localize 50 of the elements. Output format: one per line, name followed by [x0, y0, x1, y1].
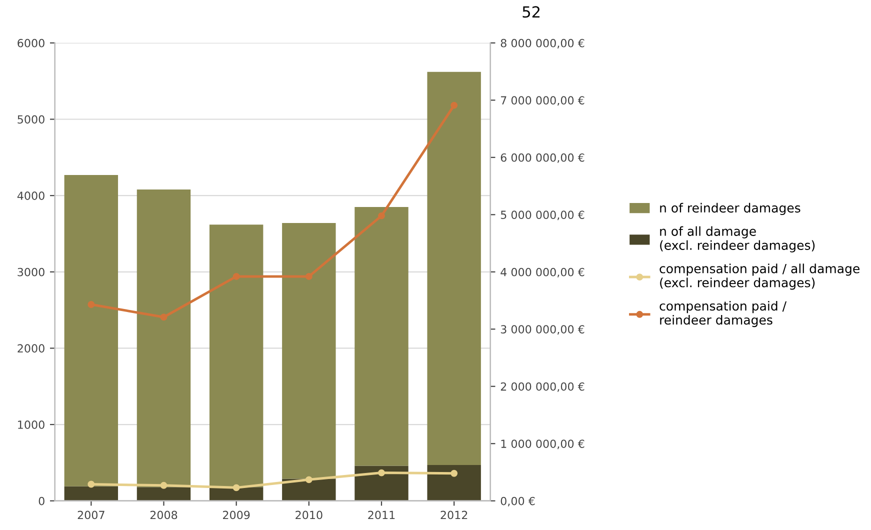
y-tick-label: 0: [38, 496, 44, 506]
y-tick-label: 5000: [18, 115, 44, 124]
y2-tick-label: 7 000 000,00 €: [501, 96, 584, 106]
y2-tick-label: 3 000 000,00 €: [500, 325, 584, 335]
point: [450, 102, 458, 109]
x-tick-label: 2011: [368, 510, 395, 520]
y-tick-label: 2000: [18, 344, 44, 353]
x-tick-label: 2009: [223, 510, 250, 520]
point: [305, 272, 312, 280]
x-tick-label: 2010: [296, 510, 322, 520]
point: [88, 480, 95, 488]
point: [378, 469, 385, 476]
point: [160, 482, 168, 489]
bar: [64, 174, 118, 486]
bar: [354, 207, 408, 466]
point: [88, 301, 95, 308]
legend-label: n of reindeer damages: [660, 202, 800, 216]
bar: [136, 487, 191, 501]
bar: [209, 224, 264, 488]
bar: [282, 223, 336, 479]
y2-tick-label: 2 000 000,00 €: [500, 382, 584, 392]
x-tick-label: 2008: [150, 510, 178, 520]
y2-tick-label: 6 000 000,00 €: [500, 153, 584, 163]
y2-tick-label: 8 000 000,00 €: [500, 38, 584, 48]
y-tick-label: 4000: [17, 192, 44, 200]
legend-label: compensation paid / all damage (excl. reindeer damages): [660, 264, 860, 290]
legend-label: compensation paid / reindeer damages: [660, 300, 787, 328]
point: [160, 314, 168, 321]
bar: [64, 486, 118, 501]
point: [450, 470, 458, 477]
y-tick-label: 1000: [18, 420, 44, 429]
y2-tick-label: 1 000 000,00 €: [501, 440, 584, 450]
point: [305, 476, 312, 484]
text: 52: [522, 6, 540, 18]
bar: [136, 189, 191, 488]
bar: [427, 464, 481, 501]
point: [232, 484, 240, 492]
point: [378, 212, 385, 220]
x-tick-label: 2007: [78, 510, 104, 520]
point: [232, 272, 240, 280]
y2-tick-label: 0,00 €: [500, 496, 535, 506]
bar: [282, 478, 336, 501]
y2-tick-label: 5 000 000,00 €: [500, 210, 584, 220]
bar: [354, 466, 408, 501]
bar: [427, 72, 481, 465]
y2-tick-label: 4 000 000,00 €: [500, 268, 584, 278]
legend-label: n of all damage (excl. reindeer damages): [660, 226, 815, 252]
y-tick-label: 6000: [18, 38, 44, 48]
x-tick-label: 2012: [440, 510, 468, 520]
y-tick-label: 3000: [18, 268, 44, 276]
